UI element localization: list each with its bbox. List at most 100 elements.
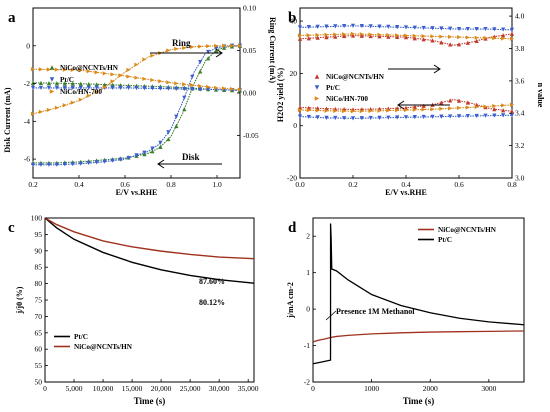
panel-b-h2o2-NiCo/HN-700-marker bbox=[465, 105, 470, 110]
panel-b-n-Pt/C-marker bbox=[403, 25, 409, 30]
panel-d-series-NiCo@NCNTs/HN bbox=[312, 330, 525, 343]
panel-b-h2o2-NiCo/HN-700-marker bbox=[492, 103, 497, 109]
panel-c-legend-label: NiCo@NCNTs/HN bbox=[74, 343, 133, 351]
panel-a-disk-NiCo/HN-700-marker bbox=[166, 48, 171, 53]
panel-a-ring-NiCo/HN-700-marker bbox=[190, 83, 195, 88]
panel-b-n-NiCo@NCNTs/HN-marker bbox=[368, 33, 373, 39]
panel-b-h2o2-Pt/C-marker bbox=[377, 115, 382, 120]
panel-b-n-NiCo/HN-700-marker bbox=[483, 35, 488, 41]
panel-a-disk-Pt/C-line bbox=[33, 45, 240, 166]
panel-a-ring-NiCo@NCNTs/HN-marker bbox=[102, 82, 107, 87]
panel-a-legend-label: NiCo/HN-700 bbox=[60, 88, 102, 96]
panel-b-h2o2-Pt/C-marker bbox=[368, 115, 373, 121]
panel-b-h2o2-Pt/C-marker bbox=[412, 115, 417, 120]
panel-b-h2o2-Pt/C-marker bbox=[448, 114, 453, 119]
panel-b-n-NiCo@NCNTs/HN-line bbox=[299, 33, 513, 46]
panel-a-xtick-label: 0.2 bbox=[28, 180, 38, 189]
panel-b-n-Pt/C-marker bbox=[368, 24, 373, 29]
panel-b-h2o2-Pt/C-marker bbox=[456, 114, 462, 119]
panel-b-h2o2-Pt/C-marker bbox=[342, 116, 347, 121]
panel-a-legend-label: Pt/C bbox=[60, 76, 74, 84]
panel-a-disk-NiCo/HN-700-marker bbox=[86, 93, 91, 98]
panel-a-ring-Pt/C-marker bbox=[38, 85, 44, 90]
panel-b-h2o2-NiCo/HN-700-marker bbox=[386, 108, 391, 113]
panel-a-ring-Pt/C-marker bbox=[70, 85, 75, 90]
panel-a-ring-Pt/C-marker bbox=[110, 85, 115, 90]
panel-b-n-NiCo/HN-700-marker bbox=[465, 35, 470, 40]
panel-b-legend-marker bbox=[314, 85, 320, 90]
panel-a-ring-NiCo/HN-700-marker bbox=[126, 74, 131, 79]
panel-b-n-NiCo@NCNTs/HN-marker bbox=[412, 36, 417, 41]
panel-b-xlabel: E/V vs.RHE bbox=[385, 188, 427, 197]
panel-b-n-Pt/C-marker bbox=[412, 25, 417, 30]
panel-b-n-Pt/C-marker bbox=[474, 26, 479, 32]
panel-a-ring-NiCo/HN-700-marker bbox=[237, 87, 243, 92]
panel-a-ytick-label: 0 bbox=[26, 41, 30, 50]
panel-c-ytick-label: 55 bbox=[35, 361, 43, 370]
panel-a-ring-Pt/C-marker bbox=[190, 87, 195, 92]
panel-b-h2o2-NiCo@NCNTs/HN-marker bbox=[421, 103, 426, 108]
panel-a-ring-NiCo/HN-700-marker bbox=[174, 81, 179, 86]
panel-a-ring-Pt/C-marker bbox=[54, 85, 59, 90]
panel-b-n-Pt/C-marker bbox=[324, 24, 329, 29]
panel-a-disk-Pt/C-marker bbox=[166, 130, 171, 135]
panel-a-ring-Pt/C-marker bbox=[158, 86, 163, 91]
panel-b-frame bbox=[299, 7, 513, 179]
panel-c-ylabel: j/j0 (%) bbox=[15, 286, 24, 314]
panel-b-xtick-label: 0.8 bbox=[507, 180, 517, 189]
panel-b-legend-label: Pt/C bbox=[326, 84, 340, 92]
panel-a-disk-NiCo@NCNTs/HN-marker bbox=[206, 56, 211, 61]
panel-b-y2label: n value bbox=[536, 83, 545, 108]
panel-a-disk-NiCo/HN-700-marker bbox=[190, 44, 195, 50]
panel-d-annotation: Presence 1M Methanol bbox=[336, 307, 415, 316]
panel-b-h2o2-NiCo/HN-700-marker bbox=[403, 107, 409, 113]
panel-b-n-Pt/C-marker bbox=[386, 24, 391, 29]
panel-d-ytick-label: -2 bbox=[304, 378, 310, 387]
panel-b-n-Pt/C-marker bbox=[350, 23, 356, 28]
panel-a-ring-NiCo/HN-700-marker bbox=[229, 86, 235, 92]
panel-a-ring-NiCo/HN-700-marker bbox=[102, 71, 107, 76]
panel-a-disk-NiCo/HN-700-marker bbox=[70, 100, 75, 105]
panel-a-ring-NiCo@NCNTs/HN-marker bbox=[46, 80, 52, 86]
panel-a-disk-NiCo/HN-700-marker bbox=[214, 43, 219, 48]
panel-a-disk-NiCo/HN-700-marker bbox=[110, 79, 115, 84]
panel-a-disk-Pt/C-marker bbox=[102, 159, 107, 164]
panel-c-ytick-label: 95 bbox=[35, 230, 43, 239]
panel-a-disk-NiCo/HN-700-marker bbox=[46, 107, 52, 112]
panel-c-series-NiCo@NCNTs/HN bbox=[44, 217, 255, 260]
panel-b-n-NiCo@NCNTs/HN-marker bbox=[403, 35, 409, 40]
panel-b-h2o2-NiCo/HN-700-marker bbox=[509, 102, 515, 107]
panel-b-n-Pt/C-marker bbox=[297, 25, 303, 30]
panel-b-legend-label: NiCo/HN-700 bbox=[326, 95, 368, 103]
panel-c-xtick-label: 20,000 bbox=[151, 384, 172, 393]
panel-a-disk-NiCo/HN-700-marker bbox=[78, 97, 83, 102]
panel-a-xlabel: E/V vs.RHE bbox=[116, 188, 158, 197]
panel-b-n-NiCo@NCNTs/HN-marker bbox=[439, 40, 444, 45]
panel-b-h2o2-NiCo/HN-700-marker bbox=[315, 108, 320, 113]
panel-a-ytick-label: -2 bbox=[24, 79, 30, 88]
panel-d-ytick-label: 1 bbox=[306, 268, 310, 277]
panel-c-annotation-1: 87.60% bbox=[199, 277, 225, 286]
panel-b-n-NiCo@NCNTs/HN-marker bbox=[465, 40, 470, 45]
panel-b-h2o2-NiCo@NCNTs/HN-marker bbox=[509, 109, 515, 114]
panel-b-h2o2-NiCo/HN-700-marker bbox=[474, 104, 479, 110]
panel-b-n-NiCo/HN-700-marker bbox=[350, 31, 356, 37]
panel-a-ring-NiCo/HN-700-marker bbox=[221, 86, 227, 91]
panel-a-legend-marker bbox=[49, 89, 55, 94]
panel-a-ring-Pt/C-marker bbox=[174, 86, 179, 91]
panel-a-disk-Pt/C-marker bbox=[126, 155, 131, 161]
panel-a-ytick-label: -6 bbox=[24, 155, 30, 164]
panel-b-legend-label: NiCo@NCNTs/HN bbox=[326, 73, 385, 81]
panel-b-y2tick-label: 3.6 bbox=[515, 76, 525, 85]
panel-d-xtick-label: 2000 bbox=[423, 384, 438, 393]
panel-a-ring-NiCo/HN-700-marker bbox=[78, 68, 83, 73]
panel-a-disk-NiCo/HN-700-marker bbox=[229, 43, 235, 48]
panel-a-disk-NiCo@NCNTs/HN-marker bbox=[214, 48, 219, 53]
panel-a-disk-Pt/C-marker bbox=[78, 161, 83, 166]
panel-b-h2o2-NiCo/HN-700-marker bbox=[377, 108, 382, 113]
panel-b-y2tick-label: 3.0 bbox=[515, 174, 525, 183]
panel-b-n-Pt/C-marker bbox=[306, 25, 311, 30]
panel-a-ring-NiCo@NCNTs/HN-marker bbox=[78, 81, 83, 86]
panel-c-ytick-label: 75 bbox=[35, 296, 43, 305]
